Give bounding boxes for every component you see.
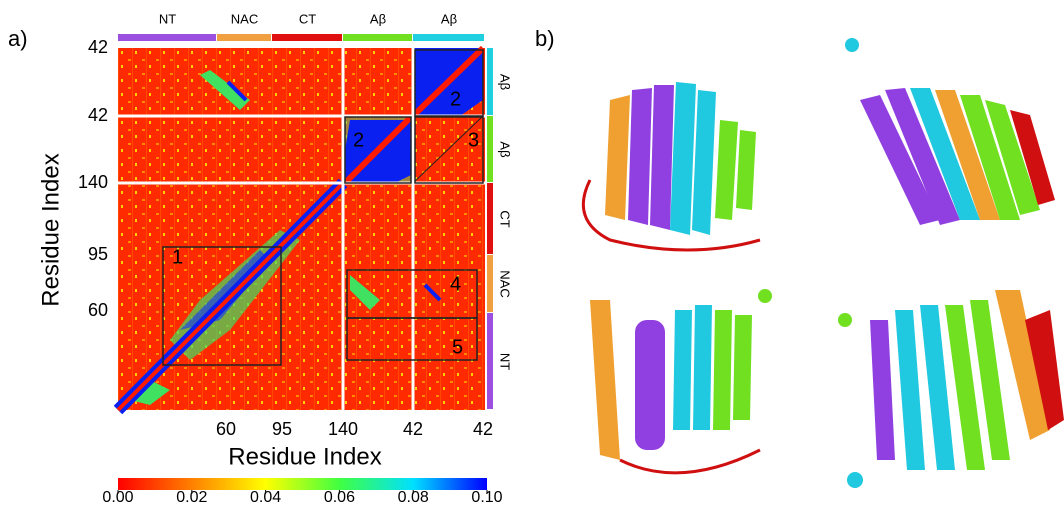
heatmap bbox=[113, 45, 486, 415]
segment-label: NAC bbox=[231, 11, 258, 26]
y-tick-label: 42 bbox=[88, 37, 108, 57]
segment-label: NT bbox=[159, 11, 176, 26]
region-label: 4 bbox=[450, 273, 461, 295]
segment-bar bbox=[413, 34, 484, 41]
colorbar-tick-label: 0.04 bbox=[250, 489, 281, 506]
segment-bar bbox=[272, 34, 342, 41]
segment-bar bbox=[343, 34, 412, 41]
segment-label: NAC bbox=[498, 270, 513, 297]
segment-bar bbox=[487, 48, 493, 115]
region-label: 1 bbox=[172, 246, 183, 268]
colorbar-tick-label: 0.00 bbox=[102, 489, 133, 506]
colorbar bbox=[118, 478, 487, 490]
panel-label: b) bbox=[535, 26, 555, 51]
x-tick-label: 60 bbox=[216, 419, 236, 439]
colorbar-tick-label: 0.06 bbox=[324, 489, 355, 506]
segment-label: Aβ bbox=[370, 11, 386, 26]
region-label: 2 bbox=[353, 129, 364, 151]
segment-bar bbox=[487, 313, 493, 409]
segment-label: NT bbox=[498, 353, 513, 370]
x-tick-label: 42 bbox=[473, 419, 493, 439]
y-axis-title: Residue Index bbox=[37, 153, 64, 306]
y-tick-label: 60 bbox=[88, 300, 108, 320]
x-axis-title: Residue Index bbox=[228, 443, 381, 470]
region-label: 5 bbox=[452, 336, 463, 358]
segment-label: Aβ bbox=[498, 74, 513, 90]
protein-structures bbox=[581, 38, 1064, 488]
region-label: 2 bbox=[450, 88, 461, 110]
segment-bar bbox=[487, 116, 493, 182]
segment-label: CT bbox=[299, 11, 316, 26]
colorbar-tick-label: 0.10 bbox=[471, 489, 502, 506]
x-tick-label: 140 bbox=[328, 419, 358, 439]
x-tick-label: 42 bbox=[403, 419, 423, 439]
segment-bar bbox=[118, 34, 216, 41]
segment-label: Aβ bbox=[441, 11, 457, 26]
y-tick-label: 95 bbox=[88, 244, 108, 264]
segment-bar bbox=[217, 34, 271, 41]
segment-label: CT bbox=[498, 210, 513, 227]
region-label: 3 bbox=[468, 129, 479, 151]
segment-label: Aβ bbox=[498, 141, 513, 157]
x-tick-label: 95 bbox=[272, 419, 292, 439]
y-tick-label: 140 bbox=[78, 172, 108, 192]
segment-bar bbox=[487, 255, 493, 312]
panel-label: a) bbox=[8, 26, 28, 51]
colorbar-tick-label: 0.08 bbox=[398, 489, 429, 506]
colorbar-tick-label: 0.02 bbox=[176, 489, 207, 506]
y-tick-label: 42 bbox=[88, 105, 108, 125]
segment-bar bbox=[487, 183, 493, 254]
